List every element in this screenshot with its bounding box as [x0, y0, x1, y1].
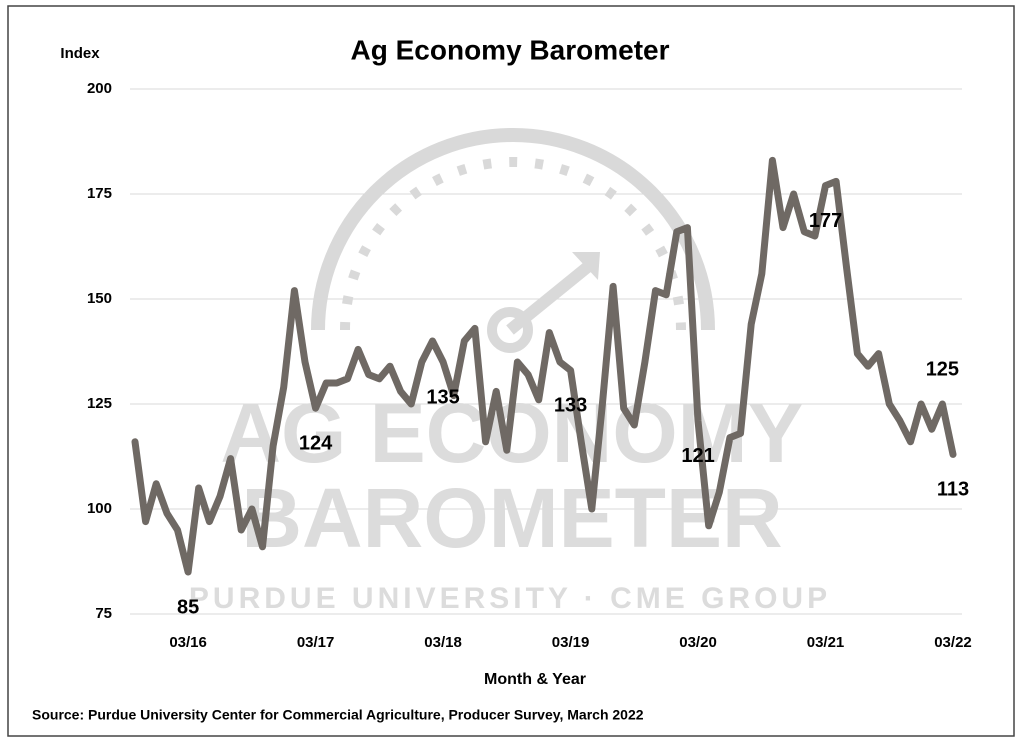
y-tick-label: 175 — [87, 185, 112, 202]
data-label: 125 — [926, 358, 959, 380]
watermark: PURDUE UNIVERSITY · CME GROUP — [189, 582, 831, 615]
data-label: 113 — [937, 479, 969, 501]
y-axis-label: Index — [60, 45, 100, 62]
watermark: BAROMETER — [241, 471, 782, 565]
chart-title: Ag Economy Barometer — [351, 34, 670, 65]
x-tick-label: 03/20 — [679, 634, 717, 651]
data-line — [131, 156, 957, 576]
x-axis-label: Month & Year — [484, 671, 586, 688]
data-label: 133 — [554, 395, 587, 417]
x-tick-label: 03/22 — [934, 634, 972, 651]
data-label: 124 — [299, 432, 333, 454]
x-tick-label: 03/19 — [552, 634, 590, 651]
x-tick-label: 03/16 — [169, 634, 207, 651]
data-label: 85 — [177, 596, 199, 618]
x-tick-label: 03/18 — [424, 634, 462, 651]
frame — [7, 5, 1015, 737]
data-label: 177 — [809, 210, 842, 232]
y-tick-label: 200 — [87, 80, 112, 97]
y-tick-label: 125 — [87, 395, 112, 412]
y-tick-label: 150 — [87, 290, 112, 307]
y-tick-label: 100 — [87, 500, 112, 517]
y-tick-label: 75 — [95, 605, 112, 622]
x-tick-label: 03/21 — [807, 634, 845, 651]
source-note: Source: Purdue University Center for Com… — [32, 707, 644, 723]
data-label: 135 — [426, 386, 459, 408]
x-tick-label: 03/17 — [297, 634, 335, 651]
data-label: 121 — [681, 445, 714, 467]
